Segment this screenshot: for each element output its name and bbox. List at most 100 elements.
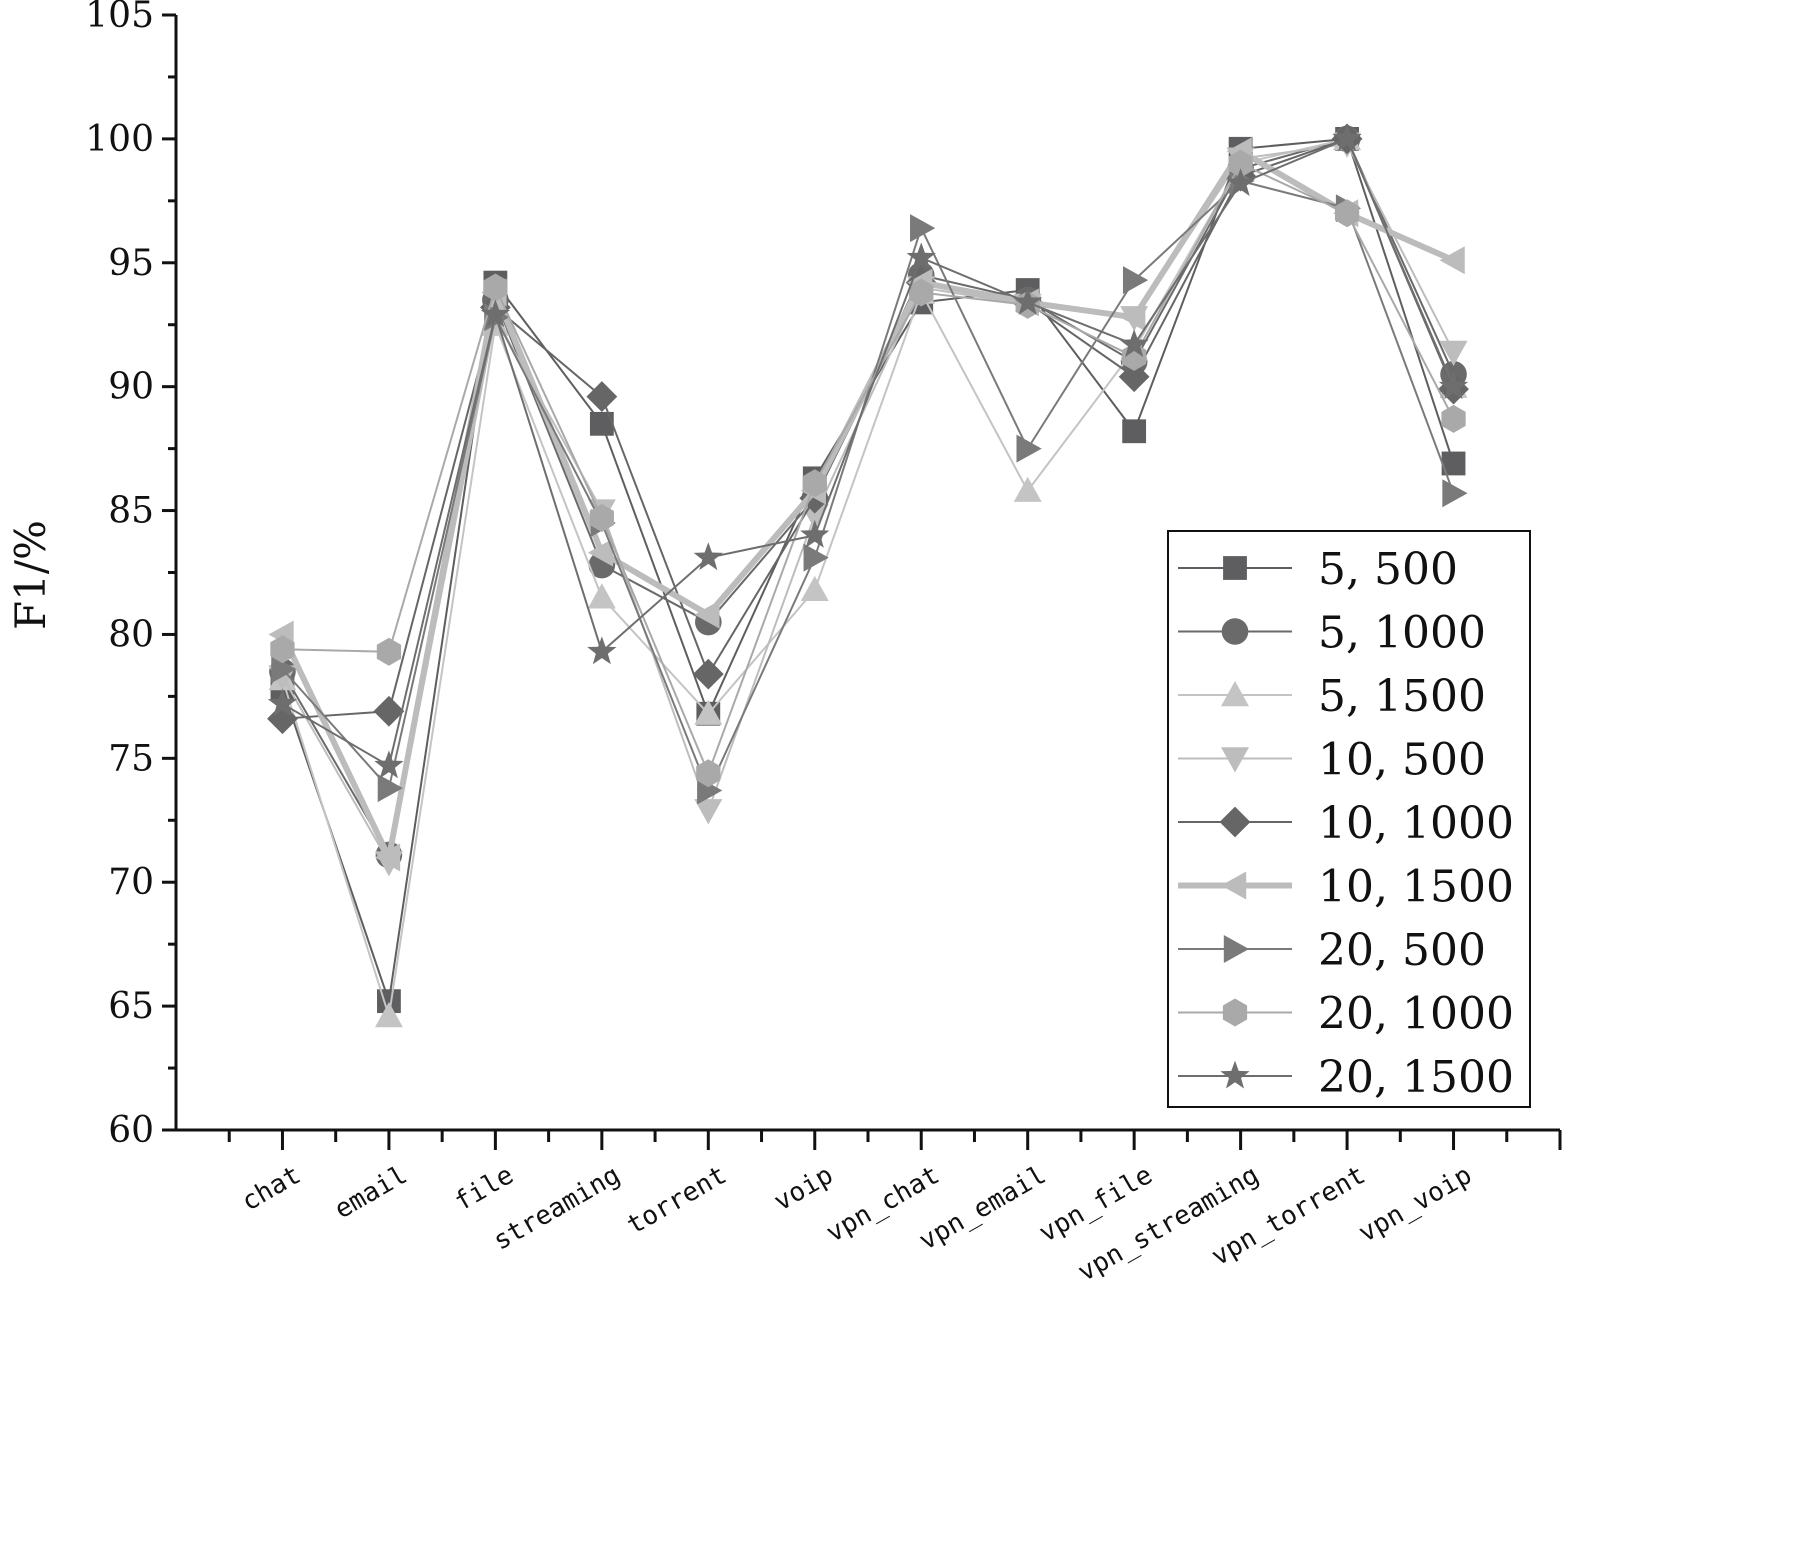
x-tick-label: chat	[237, 1160, 306, 1217]
y-tick-label: 70	[108, 862, 154, 903]
legend-item: 10, 1500	[1178, 862, 1514, 913]
legend-item: 5, 1000	[1178, 608, 1486, 659]
legend-label: 20, 1500	[1318, 1052, 1514, 1103]
x-tick-label: voip	[769, 1160, 838, 1217]
x-tick-label: vpn_voip	[1354, 1160, 1477, 1249]
triangle-up-marker	[694, 699, 723, 725]
hexagon-marker	[1441, 404, 1466, 433]
y-tick-label: 80	[108, 614, 154, 655]
square-marker	[1441, 451, 1466, 476]
triangle-right-marker	[1442, 479, 1468, 508]
star-marker	[906, 242, 936, 271]
x-tick-label: torrent	[622, 1160, 732, 1241]
hexagon-marker	[1334, 199, 1360, 228]
triangle-left-marker	[374, 843, 401, 872]
triangle-up-marker	[374, 1002, 403, 1028]
hexagon-marker	[1222, 998, 1248, 1027]
y-tick-label: 95	[108, 243, 154, 284]
series-20-1000	[270, 149, 1466, 788]
hexagon-marker	[589, 503, 614, 532]
triangle-left-marker	[587, 538, 614, 567]
y-tick-label: 65	[108, 986, 154, 1027]
hexagon-marker	[696, 759, 721, 788]
star-marker	[1225, 168, 1256, 196]
star-marker	[1013, 287, 1043, 315]
triangle-right-marker	[1122, 266, 1149, 295]
triangle-right-marker	[377, 774, 403, 803]
legend-label: 10, 1000	[1318, 798, 1514, 849]
triangle-right-marker	[1223, 935, 1249, 963]
hexagon-marker	[1228, 149, 1253, 178]
series-line	[281, 137, 1455, 768]
legend-item: 5, 500	[1178, 544, 1458, 595]
y-tick-label: 90	[108, 367, 154, 408]
triangle-left-marker	[1221, 871, 1247, 900]
diamond-marker	[692, 658, 724, 690]
diamond-marker	[1219, 806, 1251, 838]
diamond-marker	[1118, 361, 1150, 393]
star-marker	[1332, 123, 1362, 152]
triangle-up-marker	[1013, 476, 1042, 502]
diamond-marker	[586, 381, 618, 412]
diamond-marker	[373, 695, 405, 727]
hexagon-marker	[270, 635, 295, 664]
triangle-right-marker	[1016, 434, 1042, 463]
y-tick-label: 85	[108, 491, 154, 532]
hexagon-marker	[802, 469, 827, 498]
triangle-up-marker	[587, 583, 616, 609]
legend-label: 5, 500	[1318, 544, 1458, 595]
legend: 5, 500 5, 1000 5, 1500 10, 500 10, 1000 10, 1…	[1167, 530, 1531, 1108]
series-line	[281, 179, 1455, 794]
legend-label: 5, 1000	[1318, 608, 1486, 659]
triangle-right-marker	[271, 655, 297, 684]
star-marker	[1438, 371, 1469, 400]
square-marker	[589, 411, 614, 436]
x-tick-label: vpn_streaming	[1073, 1160, 1264, 1288]
series-lines	[267, 123, 1469, 1028]
triangle-down-marker	[1221, 747, 1249, 773]
circle-marker	[1221, 618, 1249, 645]
star-marker	[480, 299, 511, 328]
triangle-down-marker	[694, 799, 723, 825]
star-marker	[1119, 329, 1149, 358]
hexagon-marker	[376, 637, 402, 666]
hexagon-marker	[909, 278, 934, 307]
legend-item: 10, 1000	[1178, 798, 1514, 849]
legend-item: 5, 1500	[1178, 671, 1486, 722]
triangle-down-marker	[1439, 340, 1468, 366]
legend-label: 10, 1500	[1318, 862, 1514, 913]
diamond-marker	[267, 703, 298, 735]
series-line	[281, 142, 1455, 866]
square-marker	[1122, 419, 1147, 444]
triangle-right-marker	[803, 543, 829, 572]
star-marker	[374, 750, 404, 779]
star-marker	[267, 688, 298, 717]
star-marker	[693, 542, 723, 571]
star-marker	[1220, 1060, 1250, 1089]
legend-item: 20, 1500	[1178, 1052, 1514, 1103]
legend-label: 10, 500	[1318, 735, 1486, 786]
x-tick-label: file	[450, 1160, 519, 1217]
y-tick-label: 105	[85, 0, 154, 36]
y-tick-label: 75	[108, 738, 154, 779]
legend-label: 5, 1500	[1318, 671, 1486, 722]
legend-item: 20, 1000	[1178, 989, 1514, 1040]
triangle-left-marker	[1120, 303, 1146, 332]
legend-item: 10, 500	[1178, 735, 1486, 786]
x-tick-label: email	[330, 1160, 413, 1225]
triangle-up-marker	[1221, 681, 1249, 707]
star-marker	[587, 636, 617, 665]
triangle-up-marker	[800, 575, 829, 602]
triangle-left-marker	[694, 600, 720, 629]
y-axis-label: F1/%	[6, 520, 55, 630]
y-tick-label: 100	[85, 119, 154, 160]
square-marker	[1223, 556, 1247, 580]
legend-label: 20, 1000	[1318, 989, 1514, 1040]
star-marker	[800, 519, 830, 548]
y-tick-label: 60	[108, 1110, 154, 1151]
triangle-left-marker	[1439, 246, 1465, 275]
hexagon-marker	[483, 273, 508, 302]
triangle-right-marker	[910, 214, 936, 243]
legend-label: 20, 500	[1318, 925, 1486, 976]
